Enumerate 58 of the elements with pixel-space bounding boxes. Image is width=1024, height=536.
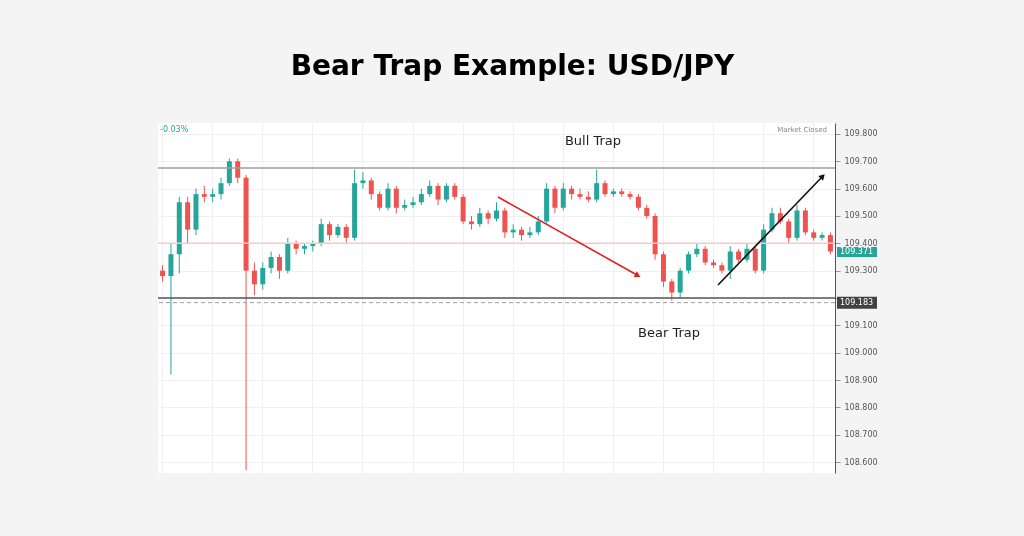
ref-line-label: 109.183 [840, 297, 874, 307]
candlestick [819, 231, 825, 242]
annotation: -0.03% [160, 125, 189, 134]
y-tick-label: 108.900 [844, 375, 878, 385]
candlestick [577, 188, 583, 201]
candlestick [594, 168, 600, 203]
y-tick-label: 108.700 [844, 430, 878, 440]
candlestick [235, 158, 241, 184]
candlestick [410, 196, 416, 209]
candlestick [393, 185, 399, 214]
candlestick [727, 245, 733, 280]
y-tick-label: 109.700 [844, 156, 878, 166]
y-tick-label: 109.000 [844, 348, 878, 358]
candlestick [343, 223, 349, 244]
y-tick-label: 109.500 [844, 211, 878, 221]
candlestick [377, 190, 383, 211]
candlestick [276, 253, 282, 280]
candlestick [677, 267, 683, 299]
candlestick [669, 278, 675, 302]
candlestick [385, 182, 391, 211]
annotation: Bull Trap [564, 133, 622, 148]
candlestick [502, 207, 508, 239]
candlestick [327, 220, 333, 242]
candlestick [560, 182, 566, 211]
text: 109.371 [840, 247, 874, 256]
candlestick [702, 245, 708, 266]
y-tick-label: 109.400 [844, 238, 878, 248]
candlestick [318, 218, 324, 247]
candlestick [786, 218, 792, 244]
candlestick [168, 242, 174, 376]
candlestick [527, 226, 533, 239]
candlestick [218, 177, 224, 201]
y-tick-label: 109.800 [844, 129, 878, 139]
candlestick [226, 158, 232, 187]
candlestick [368, 177, 374, 201]
candlestick [435, 182, 441, 206]
candlestick [627, 190, 633, 201]
chart-title: Bear Trap Example: USD/JPY [290, 49, 736, 82]
y-tick-label: 108.600 [844, 457, 878, 467]
candlestick [477, 207, 483, 228]
candlestick [719, 261, 725, 274]
candlestick [686, 251, 691, 274]
y-tick-label: 108.800 [844, 402, 878, 412]
candlestick [268, 251, 274, 274]
y-tick-label: 109.100 [844, 320, 878, 330]
candlestick [802, 207, 808, 236]
y-tick-label: 109.600 [844, 184, 878, 194]
annotation: Bear Trap [638, 325, 700, 340]
candlestick [443, 182, 449, 203]
candlestick [251, 261, 257, 296]
candlestick [494, 201, 499, 222]
y-tick-label: 109.300 [844, 266, 878, 276]
candlestick [752, 245, 758, 274]
candlestick [552, 185, 558, 214]
candlestick [769, 207, 775, 233]
candlestick [360, 171, 366, 190]
candlestick [535, 215, 541, 236]
candlestick [260, 261, 266, 291]
